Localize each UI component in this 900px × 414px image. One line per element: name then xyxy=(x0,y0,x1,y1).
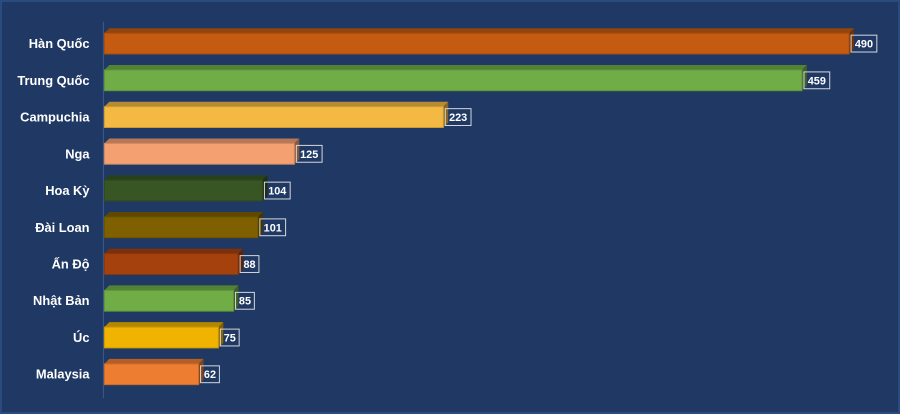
bars-layer xyxy=(103,28,855,386)
category-label: Nga xyxy=(65,146,90,161)
data-label-box xyxy=(803,71,831,90)
category-label: Trung Quốc xyxy=(17,73,89,88)
data-label: 101 xyxy=(264,222,282,234)
category-label: Nhật Bản xyxy=(33,293,90,308)
bar-top-face xyxy=(104,175,268,181)
data-label: 85 xyxy=(239,296,251,308)
bar-top-face xyxy=(104,211,263,217)
data-label-box xyxy=(295,144,323,163)
category-label: Malaysia xyxy=(36,367,90,382)
bar-nga xyxy=(103,138,300,165)
bar-front-face xyxy=(103,289,235,312)
data-label-box xyxy=(263,181,291,200)
data-label: 490 xyxy=(855,39,873,51)
bar-malaysia xyxy=(103,358,204,386)
bar-campuchia xyxy=(103,101,449,128)
bar-top-face xyxy=(104,248,244,254)
bar-dai-loan xyxy=(103,211,263,239)
bar-top-face xyxy=(104,64,807,70)
bar-front-face xyxy=(103,253,239,275)
bar-front-face xyxy=(103,326,219,349)
bar-trung-quoc xyxy=(103,64,807,92)
bar-uc xyxy=(103,322,224,349)
bar-top-face xyxy=(104,101,449,107)
data-label-box xyxy=(200,365,220,384)
data-label-box xyxy=(444,108,472,126)
bar-top-face xyxy=(104,358,204,364)
data-label: 125 xyxy=(300,149,318,161)
bar-front-face xyxy=(103,179,263,202)
category-label: Hoa Kỳ xyxy=(45,183,90,198)
data-label: 88 xyxy=(243,259,255,271)
bar-top-face xyxy=(104,138,300,144)
data-label: 75 xyxy=(224,332,236,344)
bar-top-face xyxy=(104,28,855,34)
bar-front-face xyxy=(103,363,200,386)
bar-front-face xyxy=(103,69,803,92)
data-label-box xyxy=(259,218,287,237)
category-label: Úc xyxy=(73,330,89,345)
bar-an-do xyxy=(103,248,244,275)
data-label: 62 xyxy=(204,369,216,381)
bar-han-quoc xyxy=(103,28,855,55)
bar-front-face xyxy=(103,32,850,55)
category-label: Hàn Quốc xyxy=(29,36,90,51)
labels-layer: Hàn Quốc 490 Trung Quốc 459 Campuchia 223 Nga 1… xyxy=(17,34,878,384)
data-label: 223 xyxy=(449,112,467,124)
bar-nhat-ban xyxy=(103,285,239,312)
data-label: 459 xyxy=(808,75,826,87)
bar-top-face xyxy=(104,285,239,291)
bar-top-face xyxy=(104,322,224,328)
bar-front-face xyxy=(103,106,444,128)
data-label-box xyxy=(235,291,255,310)
bar-hoa-ky xyxy=(103,175,268,202)
data-label-box xyxy=(850,34,878,53)
bar-front-face xyxy=(103,216,259,239)
data-label: 104 xyxy=(268,186,286,198)
category-label: Đài Loan xyxy=(35,220,89,235)
data-label-box xyxy=(219,328,240,347)
bar-front-face xyxy=(103,142,295,165)
data-label-box xyxy=(239,255,260,273)
category-label: Campuchia xyxy=(20,110,90,125)
category-label: Ấn Độ xyxy=(52,256,90,271)
